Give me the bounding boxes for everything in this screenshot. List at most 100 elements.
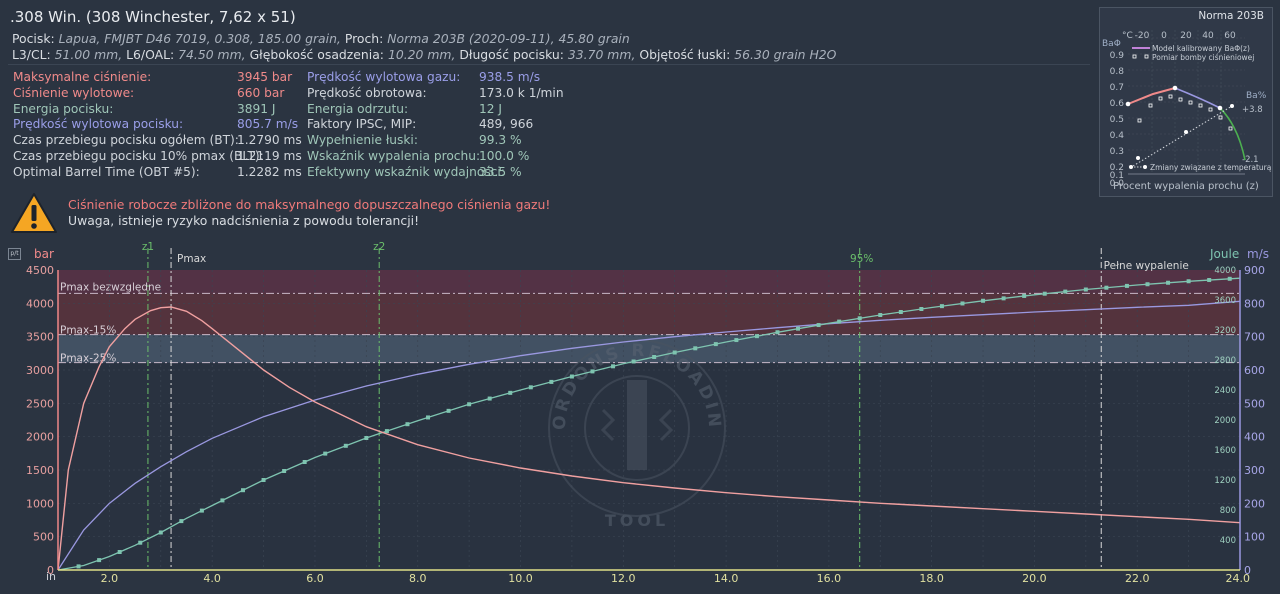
energy-point xyxy=(734,338,739,343)
energy-point xyxy=(754,334,759,339)
efficiency-value: 33.5 % xyxy=(479,164,522,179)
x-tick-label: 24.0 xyxy=(1226,572,1251,585)
oal-value: 74.50 mm, xyxy=(178,47,246,62)
marker-label-1: Pmax xyxy=(177,253,206,265)
svg-text:60: 60 xyxy=(1224,31,1236,41)
energy-tick-label: 2000 xyxy=(1214,416,1236,426)
optimal-barrel-time-value: 1.2282 ms xyxy=(237,164,302,179)
energy-point xyxy=(158,530,163,535)
svg-text:0.5: 0.5 xyxy=(1110,115,1124,125)
case-volume-value: 56.30 grain H2O xyxy=(734,47,837,62)
energy-point xyxy=(652,355,657,359)
watermark-bottom-text: TOOL xyxy=(605,511,669,530)
svg-text:40: 40 xyxy=(1202,31,1214,41)
energy-point xyxy=(1001,296,1006,301)
ipsc-factor-label: Faktory IPSC, MIP: xyxy=(307,117,417,132)
pressure-time-toggle-button[interactable]: p/t xyxy=(8,248,21,260)
energy-point xyxy=(611,364,616,369)
energy-point xyxy=(508,390,513,395)
barrel-time-label: Czas przebiegu pocisku ogółem (BT): xyxy=(13,133,239,148)
svg-text:0.2: 0.2 xyxy=(1110,163,1124,173)
dimensions-info-line: L3/CL: 51.00 mm, L6/OAL: 74.50 mm, Głębo… xyxy=(12,47,836,62)
mini-y-left-label: BaΦ xyxy=(1102,39,1121,49)
energy-point xyxy=(713,342,718,347)
energy-point xyxy=(672,350,677,355)
velocity-tick-label: 400 xyxy=(1244,431,1265,444)
mini-right-tick-bottom: -2.1 xyxy=(1242,155,1259,165)
left-tick-label: 3000 xyxy=(26,364,54,377)
mini-top-ticks: -20 0 20 40 60 xyxy=(1135,31,1236,41)
x-tick-label: 20.0 xyxy=(1022,572,1047,585)
energy-point xyxy=(939,304,944,309)
energy-point xyxy=(384,429,389,434)
energy-point xyxy=(775,330,780,335)
bullet-energy-label: Energia pocisku: xyxy=(13,101,114,116)
energy-point xyxy=(528,385,533,390)
muzzle-velocity-value: 805.7 m/s xyxy=(237,117,299,132)
gas-velocity-value: 938.5 m/s xyxy=(479,70,541,84)
stats-left-labels: Maksymalne ciśnienie: Ciśnienie wylotowe… xyxy=(13,70,264,181)
velocity-tick-label: 0 xyxy=(1244,564,1251,577)
band-over-absolute xyxy=(58,270,1240,294)
case-fill-label: Wypełnienie łuski: xyxy=(307,133,418,148)
svg-text:0.4: 0.4 xyxy=(1110,131,1125,141)
energy-point xyxy=(981,298,986,303)
warning-message: Ciśnienie robocze zbliżone do maksymalne… xyxy=(68,197,551,212)
svg-text:0.9: 0.9 xyxy=(1110,51,1125,61)
powder-label: Proch: xyxy=(344,31,384,46)
band-label-2: Pmax-25% xyxy=(60,353,116,365)
band-absolute-to-15 xyxy=(58,293,1240,335)
powder-model-panel[interactable]: Norma 203B BaΦ 0.9 0.8 0.7 0.6 0.5 0.4 0… xyxy=(1099,7,1273,197)
x-tick-label: 22.0 xyxy=(1125,572,1150,585)
mini-measure-points xyxy=(1137,94,1233,131)
energy-axis-unit: Joule xyxy=(1209,247,1239,261)
x-tick-label: 14.0 xyxy=(714,572,739,585)
cl-label: L3/CL: xyxy=(12,47,51,62)
energy-point xyxy=(693,346,698,351)
mini-right-tick-top: +3.8 xyxy=(1242,105,1263,115)
energy-point xyxy=(1145,282,1150,287)
mini-x-label: Procent wypalenia prochu (z) xyxy=(1113,181,1259,192)
energy-point xyxy=(1083,287,1088,292)
energy-point xyxy=(590,369,595,374)
mini-left-ticks: 0.9 0.8 0.7 0.6 0.5 0.4 0.3 0.2 0.1 0.0 xyxy=(1110,51,1125,189)
x-tick-label: 4.0 xyxy=(203,572,221,585)
left-tick-label: 4500 xyxy=(26,264,54,277)
mini-y-right-label: Ba% xyxy=(1246,91,1267,101)
energy-tick-label: 4000 xyxy=(1214,266,1236,276)
energy-point xyxy=(1207,278,1212,283)
energy-tick-label: 2800 xyxy=(1214,356,1236,366)
svg-text:0.7: 0.7 xyxy=(1110,83,1124,93)
stats-left-values: 3945 bar 660 bar 3891 J 805.7 m/s 1.2790… xyxy=(237,70,303,181)
energy-tick-label: 2400 xyxy=(1214,386,1236,396)
energy-point xyxy=(426,415,431,420)
bullet-length-value: 33.70 mm, xyxy=(567,47,636,62)
energy-point xyxy=(960,301,965,306)
left-tick-label: 2000 xyxy=(26,431,54,444)
energy-point xyxy=(1022,293,1027,298)
energy-point xyxy=(549,379,554,384)
barrel-time-10-value: 1.2119 ms xyxy=(237,148,302,163)
muzzle-pressure-value: 660 bar xyxy=(237,85,285,100)
oal-label: L6/OAL: xyxy=(126,47,175,62)
x-tick-label: 6.0 xyxy=(306,572,324,585)
left-tick-label: 1500 xyxy=(26,464,54,477)
energy-tick-label: 400 xyxy=(1220,536,1236,546)
marker-label-0: z1 xyxy=(142,241,154,253)
svg-text:0: 0 xyxy=(1161,31,1167,41)
x-tick-label: 16.0 xyxy=(817,572,842,585)
chart-axes: 0 500 1000 1500 2000 2500 3000 3500 4000 4500 0 100… xyxy=(26,264,1265,585)
velocity-tick-label: 800 xyxy=(1244,297,1265,310)
muzzle-velocity-label: Prędkość wylotowa pocisku: xyxy=(13,117,184,132)
left-tick-label: 500 xyxy=(33,531,54,544)
velocity-curve xyxy=(57,300,1241,571)
powder-burn-value: 100.0 % xyxy=(479,148,530,163)
rotational-speed-value: 173.0 k 1/min xyxy=(479,85,564,100)
gas-velocity-label: Prędkość wylotowa gazu: xyxy=(307,70,461,84)
optimal-barrel-time-label: Optimal Barrel Time (OBT #5): xyxy=(13,164,200,179)
marker-label-2: z2 xyxy=(373,241,385,253)
svg-text:0.6: 0.6 xyxy=(1110,99,1125,109)
mini-model-curve-red xyxy=(1127,87,1176,105)
energy-point xyxy=(898,310,903,314)
velocity-tick-label: 700 xyxy=(1244,331,1265,344)
